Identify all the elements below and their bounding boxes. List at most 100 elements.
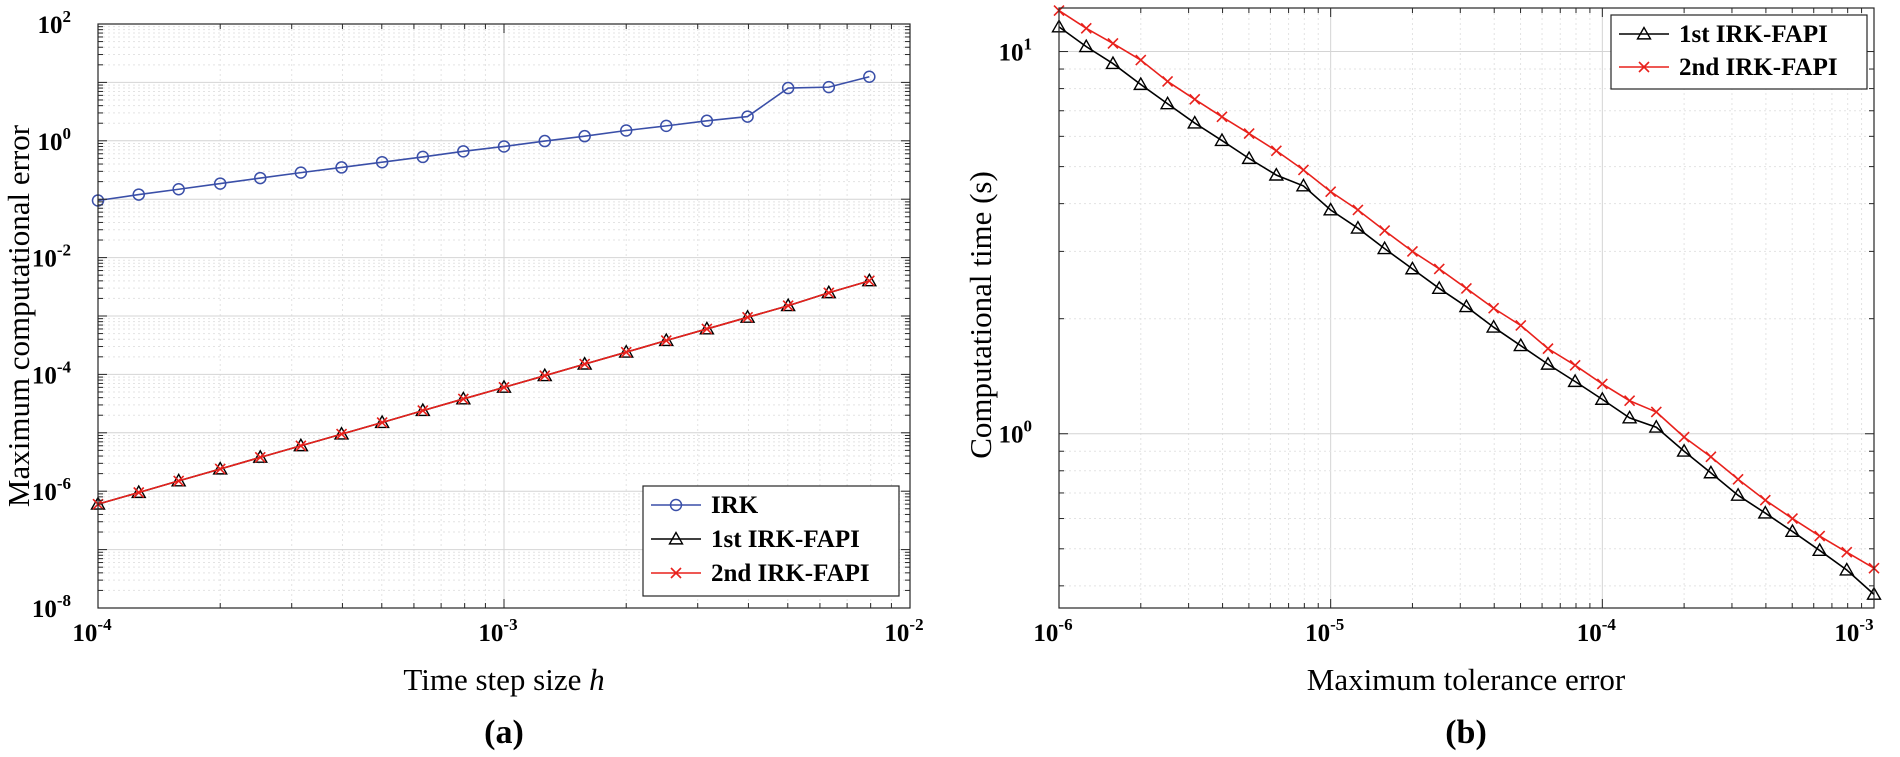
data-point-marker: [619, 124, 633, 137]
data-point-marker: [1159, 95, 1176, 110]
panel-b-ticks: [1058, 8, 1875, 608]
data-point-marker: [1107, 37, 1119, 50]
x-tick-label: 10-6: [1033, 615, 1072, 647]
data-point-marker: [822, 80, 836, 94]
x-tick-label: 10-3: [1834, 615, 1873, 647]
series-line: [1058, 26, 1875, 595]
series-line: [97, 280, 870, 505]
x-tick-label: 10-3: [478, 615, 517, 647]
data-point-marker: [1759, 494, 1771, 506]
data-point-marker: [214, 463, 226, 475]
x-tick-label: 10-2: [884, 615, 923, 647]
data-point-marker: [823, 287, 835, 299]
panel-a-label: (a): [484, 714, 524, 751]
y-tick-label: 10-4: [32, 357, 72, 389]
data-point-marker: [1594, 391, 1611, 405]
data-point-marker: [417, 405, 429, 417]
data-point-marker: [782, 300, 794, 312]
series-line: [97, 75, 870, 202]
data-point-marker: [1406, 245, 1419, 257]
legend-marker: [670, 567, 682, 579]
data-point-marker: [375, 155, 389, 169]
data-point-marker: [1757, 505, 1774, 519]
data-point-marker: [1596, 378, 1608, 390]
data-point-marker: [172, 183, 185, 196]
panel-a-tick-labels: 10-4 10-3 10-2 10-8 10-6 10-4 10-2 100 102: [32, 7, 924, 647]
data-point-marker: [1730, 487, 1746, 501]
data-point-marker: [1268, 167, 1285, 181]
legend-marker: [1636, 26, 1652, 40]
y-tick-label: 10-6: [32, 474, 71, 506]
data-point-marker: [1567, 373, 1583, 388]
legend-label: 1st IRK-FAPI: [1679, 21, 1828, 48]
data-point-marker: [861, 272, 878, 287]
legend-label: 2nd IRK-FAPI: [1679, 54, 1838, 81]
series-2nd-irk-fapi: [1053, 5, 1880, 574]
chart-panel-b: 10-6 10-5 10-4 10-3 100 101 Maximum tolerance…: [963, 5, 1882, 751]
y-tick-label: 100: [38, 124, 72, 156]
y-tick-label: 10-8: [32, 591, 71, 623]
data-point-marker: [1515, 319, 1527, 332]
data-point-marker: [1814, 530, 1826, 542]
chart-panel-a: 10-4 10-3 10-2 10-8 10-6 10-4 10-2 100 102 Time …: [1, 7, 924, 751]
data-point-marker: [416, 150, 430, 164]
data-point-marker: [660, 119, 673, 133]
data-point-marker: [1080, 22, 1092, 34]
data-point-marker: [1676, 443, 1692, 457]
y-tick-label: 102: [38, 7, 72, 39]
legend-marker: [669, 498, 683, 512]
series-irk: [91, 70, 876, 207]
panel-b-label: (b): [1445, 714, 1487, 751]
panel-b-x-axis-label: Maximum tolerance error: [1307, 662, 1626, 697]
data-point-marker: [1621, 410, 1638, 424]
data-point-marker: [457, 145, 470, 158]
data-point-marker: [1404, 260, 1421, 275]
data-point-marker: [1376, 240, 1393, 255]
panel-a-series: [90, 70, 878, 510]
data-point-marker: [1322, 202, 1339, 216]
data-point-marker: [1216, 111, 1228, 123]
panel-b-series: [1051, 5, 1882, 600]
data-point-marker: [1624, 395, 1636, 407]
data-point-marker: [295, 440, 307, 452]
data-point-marker: [1133, 76, 1149, 91]
data-point-marker: [1485, 319, 1502, 333]
data-point-marker: [863, 70, 876, 83]
data-point-marker: [741, 311, 754, 323]
data-point-marker: [1703, 464, 1719, 479]
legend-label: IRK: [711, 492, 759, 519]
panel-b-legend: 1st IRK-FAPI 2nd IRK-FAPI: [1610, 14, 1868, 90]
data-point-marker: [1784, 523, 1801, 538]
series-1st-irk-fapi: [1051, 19, 1882, 600]
data-point-marker: [1650, 406, 1662, 418]
data-point-marker: [700, 114, 714, 128]
data-point-marker: [498, 381, 510, 393]
data-point-marker: [1135, 54, 1147, 66]
data-point-marker: [1105, 55, 1121, 70]
data-point-marker: [538, 134, 552, 148]
data-point-marker: [294, 166, 308, 179]
data-point-marker: [620, 346, 632, 358]
data-point-marker: [741, 110, 754, 123]
panel-b-grid: [1058, 8, 1875, 608]
data-point-marker: [254, 171, 267, 185]
y-tick-label: 10-2: [32, 241, 71, 273]
data-point-marker: [376, 416, 388, 429]
data-point-marker: [781, 81, 795, 95]
x-tick-label: 10-4: [1577, 615, 1617, 647]
data-point-marker: [254, 451, 266, 463]
data-point-marker: [1078, 38, 1094, 53]
data-point-marker: [1243, 128, 1255, 140]
data-point-marker: [1162, 75, 1174, 88]
data-point-marker: [1431, 280, 1447, 295]
panel-a-legend: IRK 1st IRK-FAPI 2nd IRK-FAPI: [642, 485, 900, 597]
data-point-marker: [1542, 343, 1554, 355]
data-point-marker: [1297, 164, 1310, 176]
data-point-marker: [1433, 263, 1445, 275]
data-point-marker: [1458, 298, 1475, 313]
panel-a-x-axis-variable: h: [589, 662, 605, 697]
x-tick-label: 10-5: [1305, 615, 1344, 647]
series-2nd-irk-fapi: [92, 275, 875, 510]
x-tick-label: 10-4: [72, 615, 112, 647]
data-point-marker: [1270, 145, 1282, 157]
